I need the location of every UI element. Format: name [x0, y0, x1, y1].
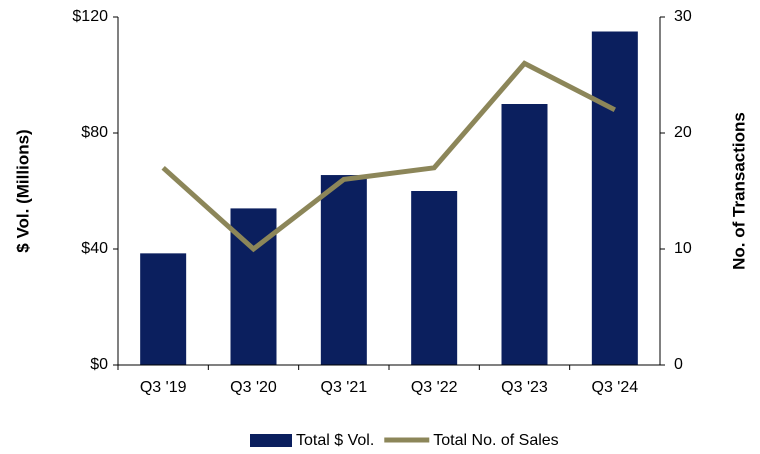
- bar: [320, 175, 367, 365]
- y-tick-label: $0: [90, 356, 108, 373]
- bar: [411, 191, 458, 365]
- x-tick-label: Q3 '21: [321, 379, 368, 396]
- legend-swatch: [250, 434, 292, 447]
- y2-tick-label: 30: [674, 8, 692, 25]
- legend-label: Total No. of Sales: [433, 432, 558, 449]
- bar: [140, 253, 187, 365]
- y-axis-title: $ Vol. (Millions): [13, 129, 32, 252]
- y2-tick-label: 20: [674, 124, 692, 141]
- y-tick-label: $120: [72, 8, 108, 25]
- y-tick-label: $80: [81, 124, 108, 141]
- x-tick-label: Q3 '20: [230, 379, 277, 396]
- x-tick-label: Q3 '19: [140, 379, 187, 396]
- y2-tick-label: 0: [674, 356, 683, 373]
- bar: [591, 31, 638, 365]
- x-tick-label: Q3 '23: [501, 379, 548, 396]
- legend-label: Total $ Vol.: [296, 432, 374, 449]
- y2-axis-title: No. of Transactions: [729, 112, 748, 270]
- y2-tick-label: 10: [674, 240, 692, 257]
- x-tick-label: Q3 '22: [411, 379, 458, 396]
- line-series: [161, 60, 616, 253]
- y-tick-label: $40: [81, 240, 108, 257]
- x-tick-label: Q3 '24: [592, 379, 639, 396]
- bar: [501, 104, 548, 365]
